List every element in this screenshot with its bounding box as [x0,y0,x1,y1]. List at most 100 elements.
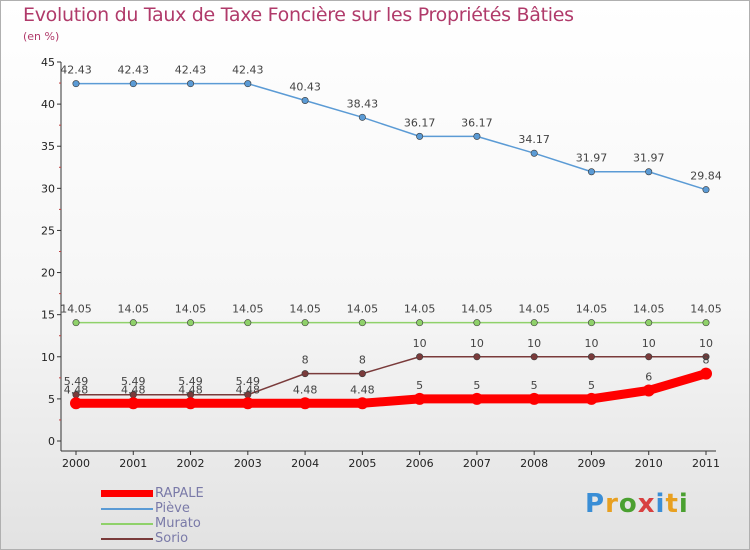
y-tick-label: 10 [41,351,55,364]
legend-label-pieve: Piève [155,501,190,516]
data-label-rapale: 6 [645,370,652,383]
data-label-murato: 14.05 [576,303,608,316]
legend-item-pieve: Piève [101,501,190,516]
series-rapale [70,367,712,410]
data-point-murato [530,319,538,327]
data-label-murato: 14.05 [232,303,264,316]
data-label-rapale: 4.48 [64,383,89,396]
logo-letter: r [605,489,619,519]
data-point-pieve [416,132,424,140]
data-label-rapale: 4.48 [178,383,203,396]
data-label-pieve: 42.43 [60,64,92,77]
data-label-murato: 14.05 [289,303,321,316]
data-label-pieve: 42.43 [118,64,150,77]
data-point-rapale [356,397,369,410]
series-line-rapale [71,369,711,408]
data-label-sorio: 8 [359,354,366,367]
data-label-rapale: 5 [416,379,423,392]
data-label-murato: 14.05 [175,303,207,316]
data-point-rapale [299,397,312,410]
logo-letter: i [678,489,689,519]
data-point-pieve [530,149,538,157]
x-tick-label: 2010 [635,457,663,470]
data-point-sorio [416,353,424,361]
data-label-pieve: 42.43 [232,64,264,77]
x-tick-label: 2008 [520,457,548,470]
data-label-rapale: 4.48 [350,383,375,396]
data-label-sorio: 8 [302,354,309,367]
x-tick-label: 2001 [119,457,147,470]
data-point-sorio [587,353,595,361]
x-tick-label: 2009 [577,457,605,470]
data-point-pieve [301,96,309,104]
data-label-sorio: 10 [470,337,484,350]
data-point-murato [301,319,309,327]
data-label-rapale: 4.48 [236,383,261,396]
logo-letter: x [637,489,656,519]
data-point-pieve [244,80,252,88]
data-label-rapale: 5 [473,379,480,392]
legend-swatch-rapale [101,490,153,497]
y-tick-label: 0 [48,435,55,448]
data-point-rapale [642,384,655,397]
data-point-sorio [473,353,481,361]
data-label-murato: 14.05 [347,303,379,316]
data-label-pieve: 36.17 [461,116,493,129]
data-label-rapale: 4.48 [293,383,318,396]
data-label-pieve: 42.43 [175,64,207,77]
y-tick-label: 20 [41,267,55,280]
y-tick-label: 35 [41,140,55,153]
y-tick-label: 25 [41,224,55,237]
data-point-murato [187,319,195,327]
data-label-pieve: 34.17 [518,133,550,146]
data-label-pieve: 31.97 [633,152,665,165]
logo-letter: i [655,489,666,519]
legend-swatch-murato [101,522,153,525]
data-point-rapale [70,397,82,410]
y-tick-label: 40 [41,98,55,111]
data-point-sorio [645,353,653,361]
data-point-rapale [127,397,140,410]
data-point-rapale [470,392,483,405]
data-label-pieve: 36.17 [404,116,436,129]
legend-label-sorio: Sorio [155,531,189,546]
x-tick-label: 2005 [348,457,376,470]
legend-swatch-sorio [101,537,153,540]
data-point-sorio [358,370,366,378]
data-label-pieve: 38.43 [347,97,379,110]
data-point-sorio [702,353,710,361]
data-point-pieve [702,186,710,194]
data-point-pieve [129,80,137,88]
data-label-sorio: 5.49 [236,375,261,388]
data-label-rapale: 5 [531,379,538,392]
data-label-sorio: 5.49 [64,375,89,388]
data-label-sorio: 10 [413,337,427,350]
logo-letter: P [585,489,606,519]
data-point-murato [244,319,252,327]
x-tick-label: 2000 [62,457,90,470]
data-label-murato: 14.05 [118,303,150,316]
data-point-murato [72,319,80,327]
series-line-pieve [75,82,707,191]
data-label-murato: 14.05 [518,303,550,316]
series-murato [72,319,710,327]
legend-label-murato: Murato [155,516,201,531]
data-point-pieve [587,168,595,176]
data-label-sorio: 10 [642,337,656,350]
y-tick-label: 45 [41,56,55,69]
data-label-sorio: 10 [584,337,598,350]
data-point-rapale [413,392,426,405]
data-label-rapale: 8 [703,354,710,367]
data-point-pieve [358,113,366,121]
data-label-pieve: 40.43 [289,80,321,93]
proxiti-logo: Proxiti [585,489,689,519]
x-tick-label: 2002 [177,457,205,470]
series-line-sorio [75,356,707,396]
data-point-murato [645,319,653,327]
legend-label-rapale: RAPALE [155,486,204,501]
x-tick-label: 2006 [406,457,434,470]
data-label-murato: 14.05 [461,303,493,316]
data-point-sorio [301,370,309,378]
data-label-sorio: 5.49 [121,375,146,388]
